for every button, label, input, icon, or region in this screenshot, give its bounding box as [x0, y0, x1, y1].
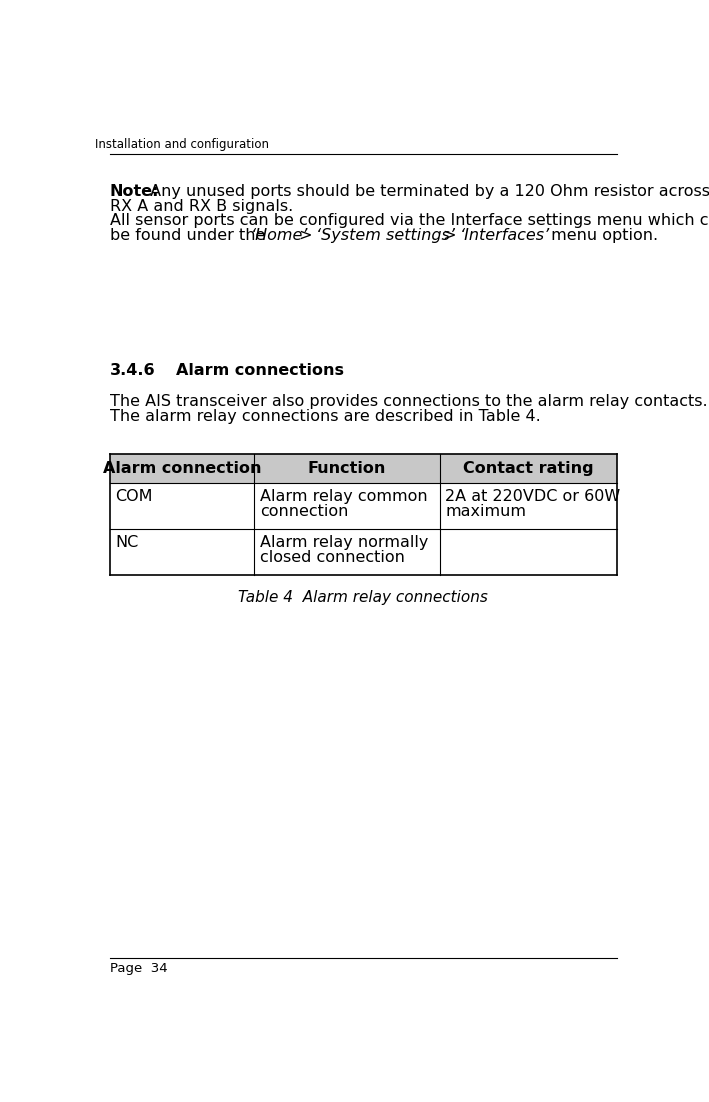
- Bar: [255, 483, 440, 529]
- Text: >: >: [438, 228, 462, 244]
- Text: Alarm connections: Alarm connections: [177, 364, 345, 378]
- Text: connection: connection: [259, 504, 348, 519]
- Text: >: >: [294, 228, 318, 244]
- Bar: [109, 483, 255, 529]
- Bar: [255, 454, 440, 483]
- Text: ‘Home’: ‘Home’: [250, 228, 308, 244]
- Bar: [440, 454, 618, 483]
- Text: The alarm relay connections are described in Table 4.: The alarm relay connections are describe…: [109, 409, 540, 424]
- Text: All sensor ports can be configured via the Interface settings menu which can: All sensor ports can be configured via t…: [109, 214, 709, 228]
- Text: NC: NC: [115, 534, 138, 550]
- Text: ‘System settings’: ‘System settings’: [316, 228, 455, 244]
- Text: 2A at 220VDC or 60W: 2A at 220VDC or 60W: [445, 489, 620, 504]
- Text: menu option.: menu option.: [547, 228, 659, 244]
- Bar: [440, 483, 618, 529]
- Text: Contact rating: Contact rating: [463, 461, 593, 476]
- Bar: [440, 529, 618, 575]
- Text: maximum: maximum: [445, 504, 526, 519]
- Text: ‘Interfaces’: ‘Interfaces’: [460, 228, 551, 244]
- Text: The AIS transceiver also provides connections to the alarm relay contacts.: The AIS transceiver also provides connec…: [109, 395, 707, 409]
- Text: Alarm relay normally: Alarm relay normally: [259, 534, 428, 550]
- Bar: [109, 454, 255, 483]
- Text: COM: COM: [115, 489, 152, 504]
- Text: 3.4.6: 3.4.6: [109, 364, 155, 378]
- Text: Page  34: Page 34: [109, 962, 167, 975]
- Text: Note:: Note:: [109, 184, 159, 198]
- Text: Installation and configuration: Installation and configuration: [95, 139, 269, 151]
- Text: RX A and RX B signals.: RX A and RX B signals.: [109, 198, 293, 214]
- Bar: [109, 529, 255, 575]
- Bar: [255, 529, 440, 575]
- Text: closed connection: closed connection: [259, 550, 405, 564]
- Text: be found under the: be found under the: [109, 228, 270, 244]
- Text: Function: Function: [308, 461, 386, 476]
- Text: Alarm connection: Alarm connection: [103, 461, 261, 476]
- Text: Any unused ports should be terminated by a 120 Ohm resistor across: Any unused ports should be terminated by…: [145, 184, 709, 198]
- Text: Alarm relay common: Alarm relay common: [259, 489, 428, 504]
- Text: Table 4  Alarm relay connections: Table 4 Alarm relay connections: [238, 591, 489, 605]
